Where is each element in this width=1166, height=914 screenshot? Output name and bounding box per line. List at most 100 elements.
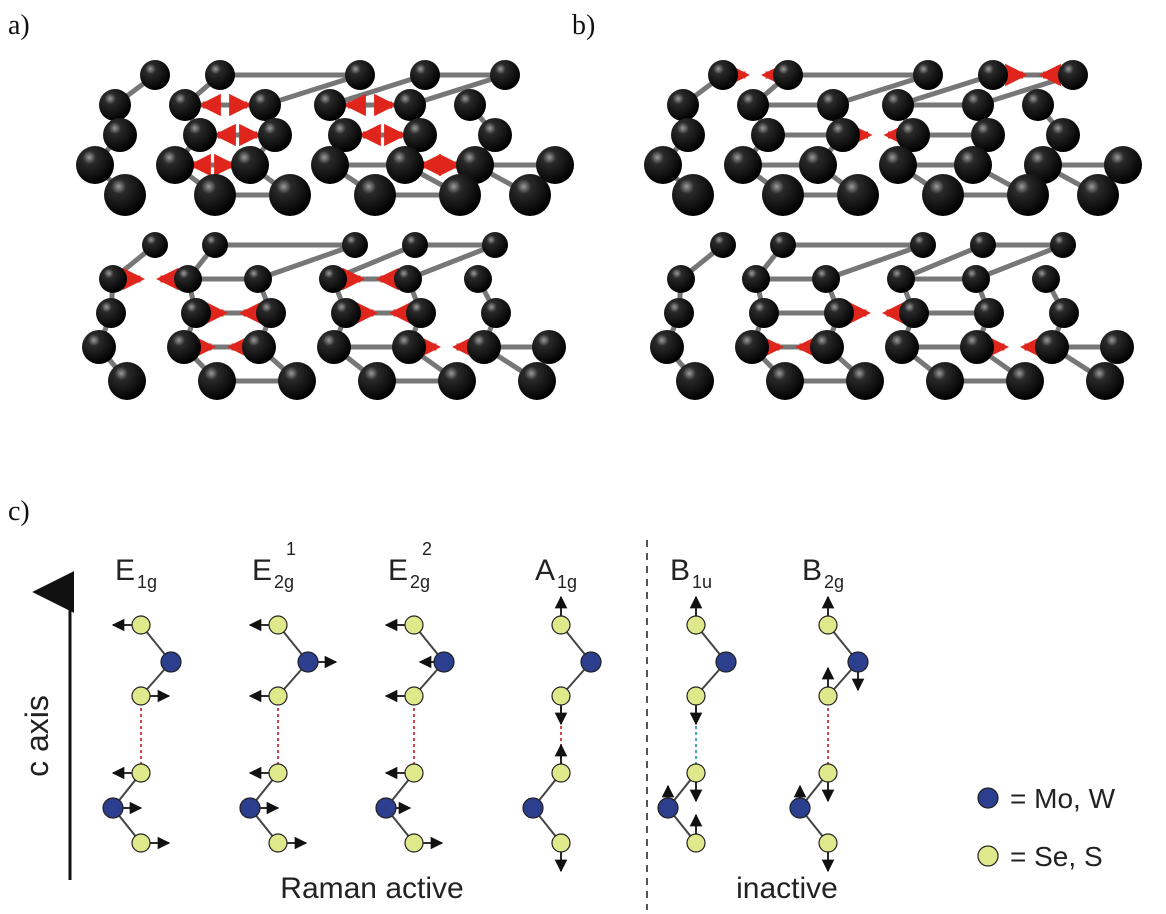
atom: [708, 60, 738, 90]
atom: [198, 362, 236, 400]
chalcogen-atom: [404, 686, 424, 706]
atom: [438, 362, 476, 400]
atom: [386, 146, 424, 184]
atom: [1100, 330, 1134, 364]
atom: [735, 330, 769, 364]
atom: [140, 60, 170, 90]
atom: [258, 118, 292, 152]
atom: [974, 298, 1004, 328]
chalcogen-atom: [551, 833, 571, 853]
mode-label-a1g: A 1g: [535, 554, 577, 592]
panel-b-top-layer-arrows: [727, 63, 1061, 147]
atom: [403, 118, 437, 152]
metal-atom: [239, 797, 261, 819]
atom: [142, 232, 168, 258]
chalcogen-atom: [686, 763, 706, 783]
panel-a-bottom-layer-atoms: [82, 232, 566, 400]
atom: [650, 330, 684, 364]
metal-atom: [789, 797, 811, 819]
panel-c-label: c): [8, 496, 30, 527]
mode-label-b1u: B 1u: [670, 554, 712, 592]
chalcogen-atom: [818, 615, 838, 635]
bond: [409, 72, 506, 108]
atom: [749, 298, 779, 328]
atom: [169, 89, 201, 121]
chalcogen-atom: [551, 763, 571, 783]
atom: [82, 330, 116, 364]
chalcogen-atom: [131, 615, 151, 635]
atom: [456, 146, 494, 184]
mode-superscript: 2: [422, 539, 432, 559]
atom: [1046, 118, 1080, 152]
atom: [766, 362, 804, 400]
atom: [1058, 60, 1088, 90]
metal-atom: [657, 797, 679, 819]
atom: [882, 89, 914, 121]
chalcogen-atom: [686, 833, 706, 853]
metal-atom: [847, 651, 869, 673]
atom: [394, 265, 422, 293]
atom: [174, 265, 202, 293]
atom: [96, 298, 126, 328]
atom: [667, 265, 695, 293]
atom: [962, 265, 990, 293]
atom: [103, 118, 137, 152]
atom: [317, 330, 351, 364]
bond: [407, 242, 496, 282]
panel-b-label: b): [572, 10, 595, 41]
chalcogen-atom: [818, 763, 838, 783]
panel-b-top-layer-atoms: [644, 60, 1142, 216]
bond: [825, 242, 924, 282]
chalcogen-atom: [404, 763, 424, 783]
atom: [490, 60, 520, 90]
atom: [899, 298, 929, 328]
mode-superscript: 1: [286, 539, 296, 559]
atom: [536, 146, 574, 184]
atom: [202, 232, 228, 258]
atom: [672, 174, 714, 216]
atom: [1022, 89, 1054, 121]
chalcogen-atom: [551, 686, 571, 706]
atom: [328, 118, 362, 152]
atom: [751, 118, 785, 152]
atom: [269, 174, 311, 216]
atom: [960, 330, 994, 364]
atom: [667, 89, 699, 121]
atom: [231, 146, 269, 184]
atom: [676, 362, 714, 400]
atom: [644, 146, 682, 184]
atom: [482, 232, 508, 258]
atom: [913, 60, 943, 90]
atom: [478, 118, 512, 152]
legend-chalcogen-swatch: [977, 845, 999, 867]
legend-metal-text: = Mo, W: [1010, 783, 1116, 814]
metal-atom: [522, 797, 544, 819]
metal-atom: [433, 651, 455, 673]
atom: [464, 265, 492, 293]
atom: [392, 330, 426, 364]
panel-a-lattice: [76, 60, 574, 400]
atom: [1007, 174, 1049, 216]
c-axis-label: c axis: [19, 695, 55, 777]
inactive-caption: inactive: [736, 872, 838, 905]
mode-schematic-3: [375, 615, 455, 853]
atom: [1086, 362, 1124, 400]
chalcogen-atom: [131, 686, 151, 706]
atom: [1032, 265, 1060, 293]
chalcogen-atom: [268, 686, 288, 706]
chalcogen-atom: [404, 833, 424, 853]
atom: [710, 232, 736, 258]
atom: [314, 89, 346, 121]
raman-active-caption: Raman active: [280, 872, 463, 905]
atom: [896, 118, 930, 152]
mode-schematic-2: [239, 615, 338, 853]
atom: [532, 330, 566, 364]
atom: [824, 298, 854, 328]
chalcogen-atom: [268, 763, 288, 783]
atom: [799, 146, 837, 184]
atom: [773, 60, 803, 90]
mode-schematic-6: [789, 595, 869, 873]
atom: [846, 362, 884, 400]
bond: [832, 72, 929, 108]
